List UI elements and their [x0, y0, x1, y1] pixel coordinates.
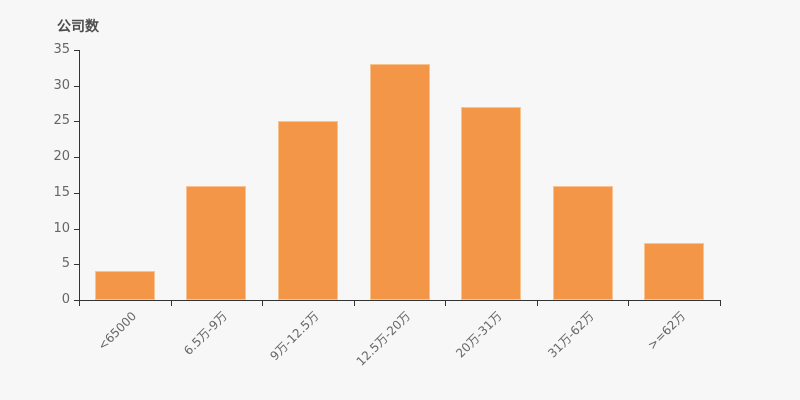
x-axis-label: 31万-62万 [545, 309, 597, 361]
chart-title: 公司数 [57, 19, 99, 35]
bar[interactable] [277, 121, 338, 300]
y-axis-tick [74, 228, 79, 230]
y-axis-tick [74, 50, 79, 51]
y-axis-tick-label: 35 [53, 42, 70, 57]
x-axis-tick [445, 301, 447, 306]
x-axis-label: 9万-12.5万 [267, 309, 322, 364]
y-axis-tick [74, 157, 79, 159]
bar[interactable] [94, 271, 155, 300]
x-axis-label: 12.5万-20万 [353, 309, 414, 369]
x-axis-tick [170, 301, 172, 306]
x-axis-tick [353, 301, 355, 306]
bar[interactable] [644, 242, 705, 300]
y-axis-tick-label: 30 [53, 77, 70, 93]
x-axis-line [79, 300, 721, 301]
bar[interactable] [369, 64, 430, 300]
y-axis-tick-label: 20 [53, 149, 70, 165]
x-axis-tick [79, 301, 80, 306]
bar[interactable] [552, 185, 613, 300]
y-axis-tick-label: 15 [53, 184, 70, 200]
y-axis-tick [74, 121, 79, 123]
x-axis-tick [262, 301, 264, 306]
y-axis-tick [74, 300, 79, 301]
y-axis-tick-label: 10 [53, 220, 70, 236]
y-axis-tick [74, 192, 79, 194]
x-axis-label: 6.5万-9万 [181, 309, 231, 358]
x-axis-tick [628, 301, 630, 306]
x-axis-label: >=62万 [644, 309, 689, 353]
x-axis-label: <65000 [94, 309, 139, 354]
bar[interactable] [461, 107, 522, 300]
x-axis-tick [720, 301, 721, 306]
y-axis-tick-label: 5 [61, 256, 70, 272]
y-axis-tick-label: 0 [61, 292, 70, 307]
x-axis-label: 20万-31万 [453, 309, 505, 361]
y-axis-tick-label: 25 [53, 113, 70, 129]
y-axis-line [79, 50, 80, 300]
y-axis-tick [74, 85, 79, 87]
y-axis-tick [74, 264, 79, 266]
bar[interactable] [186, 185, 247, 300]
x-axis-tick [536, 301, 538, 306]
